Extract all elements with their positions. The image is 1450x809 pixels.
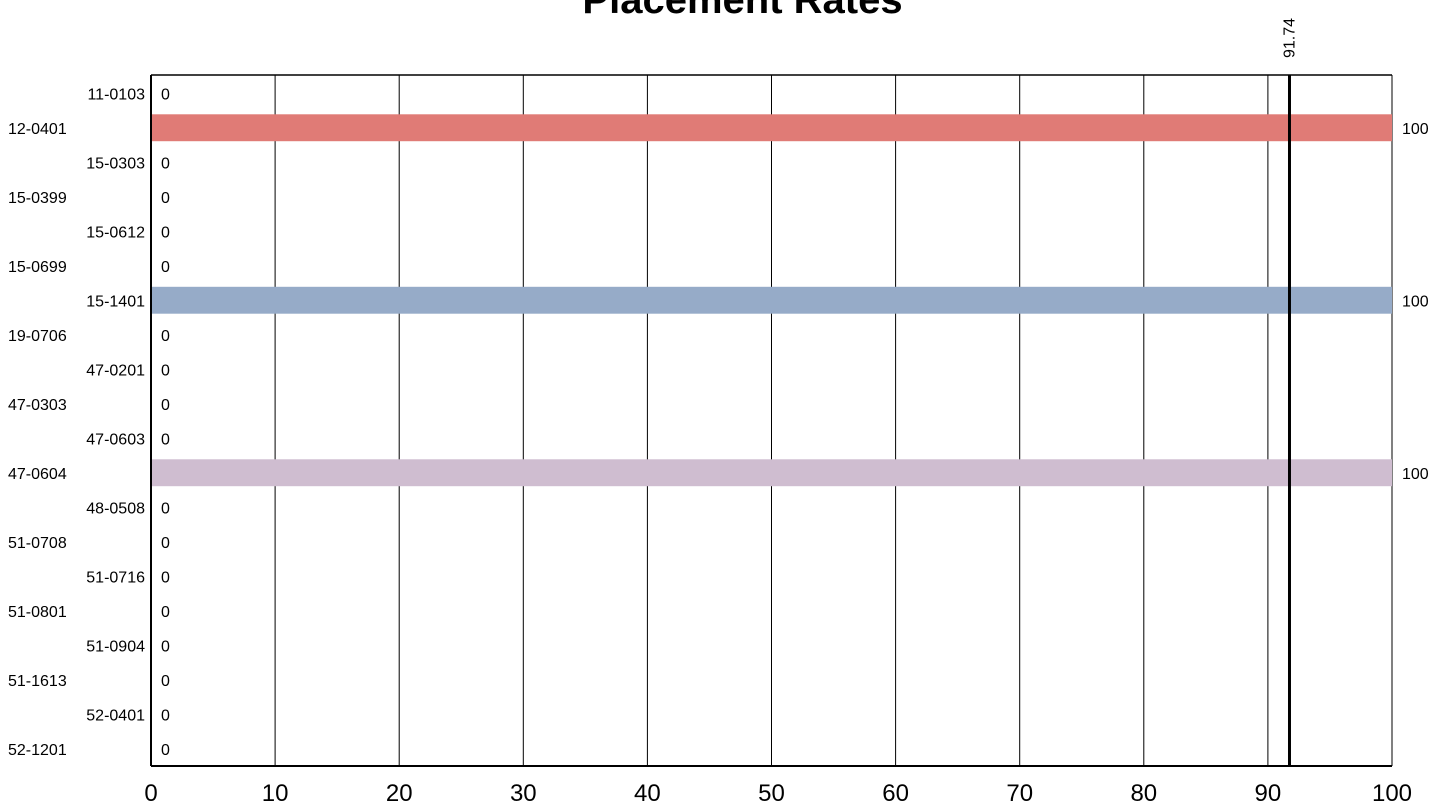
value-label: 0: [161, 431, 170, 448]
value-label: 0: [161, 673, 170, 690]
category-label: 15-0303: [86, 155, 145, 172]
chart-title: Placement Rates: [582, 0, 903, 22]
x-tick-label: 100: [1372, 780, 1412, 807]
category-label: 51-1613: [8, 673, 67, 690]
reference-line-label: 91.74: [1281, 18, 1298, 58]
value-label: 0: [161, 328, 170, 345]
category-label: 51-0904: [86, 638, 145, 655]
x-tick-label: 70: [1006, 780, 1033, 807]
bar: [151, 286, 1392, 314]
value-label: 0: [161, 86, 170, 103]
x-tick-label: 60: [882, 780, 909, 807]
category-label: 51-0708: [8, 535, 67, 552]
category-label: 15-1401: [86, 293, 145, 310]
value-label: 100: [1402, 121, 1429, 138]
x-tick-label: 10: [262, 780, 289, 807]
x-tick-label: 90: [1255, 780, 1282, 807]
category-label: 52-1201: [8, 742, 67, 759]
value-label: 100: [1402, 466, 1429, 483]
bar: [151, 114, 1392, 142]
category-label: 15-0699: [8, 259, 67, 276]
value-label: 0: [161, 500, 170, 517]
category-label: 47-0201: [86, 362, 145, 379]
category-label: 15-0399: [8, 190, 67, 207]
category-label: 48-0508: [86, 500, 145, 517]
category-label: 47-0603: [86, 431, 145, 448]
bar: [151, 459, 1392, 487]
value-label: 0: [161, 190, 170, 207]
value-label: 0: [161, 224, 170, 241]
value-label: 0: [161, 569, 170, 586]
category-label: 51-0716: [86, 569, 145, 586]
category-label: 15-0612: [86, 224, 145, 241]
x-tick-label: 0: [144, 780, 157, 807]
value-label: 0: [161, 638, 170, 655]
value-label: 0: [161, 604, 170, 621]
value-label: 0: [161, 155, 170, 172]
x-tick-label: 20: [386, 780, 413, 807]
x-tick-label: 30: [510, 780, 537, 807]
category-label: 51-0801: [8, 604, 67, 621]
value-label: 0: [161, 259, 170, 276]
value-label: 100: [1402, 293, 1429, 310]
x-tick-label: 40: [634, 780, 661, 807]
value-label: 0: [161, 707, 170, 724]
category-label: 12-0401: [8, 121, 67, 138]
value-label: 0: [161, 535, 170, 552]
category-label: 47-0604: [8, 466, 67, 483]
category-label: 47-0303: [8, 397, 67, 414]
category-label: 52-0401: [86, 707, 145, 724]
category-label: 19-0706: [8, 328, 67, 345]
value-label: 0: [161, 742, 170, 759]
value-label: 0: [161, 362, 170, 379]
x-tick-label: 50: [758, 780, 785, 807]
x-tick-label: 80: [1130, 780, 1157, 807]
category-label: 11-0103: [87, 86, 145, 103]
value-label: 0: [161, 397, 170, 414]
